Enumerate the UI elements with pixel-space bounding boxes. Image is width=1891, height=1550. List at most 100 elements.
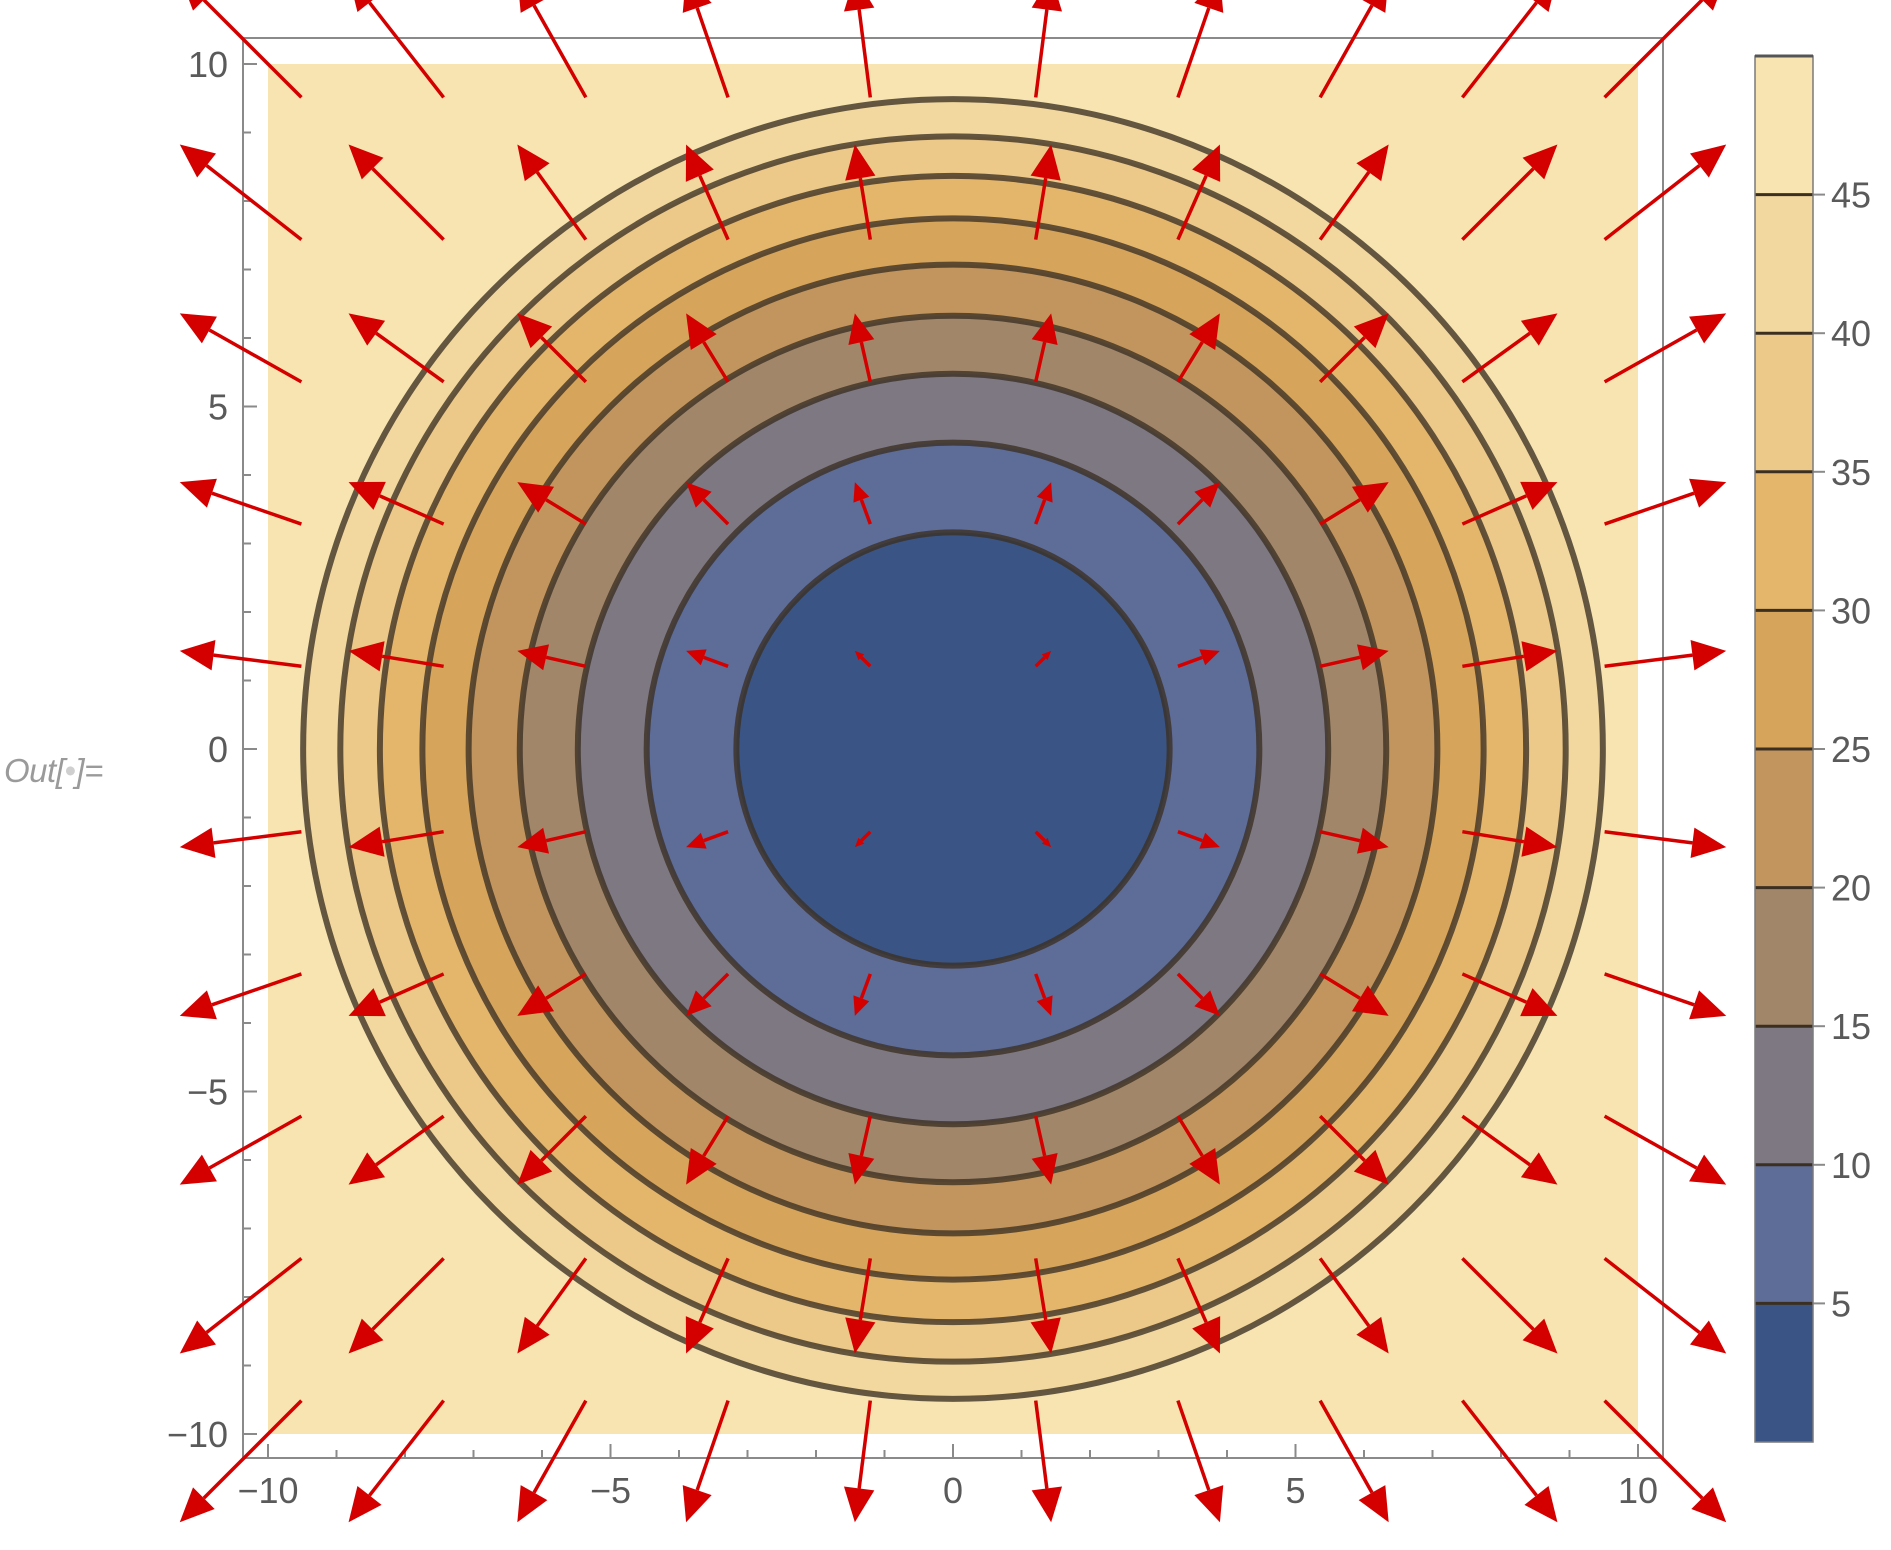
vector-arrow [179,313,303,384]
vector-arrow [517,313,588,384]
legend-tick-label: 40 [1831,313,1871,354]
legend-swatch [1755,194,1813,334]
vector-arrow [1461,1114,1558,1185]
vector-arrow [1461,972,1558,1017]
y-tick-label: −10 [167,1414,228,1455]
vector-arrow [1604,827,1727,859]
contour-line-25 [465,261,1441,1237]
vector-arrow [354,0,446,99]
out-cell-label: Out[•]= [4,752,103,790]
out-marker: • [64,752,76,789]
vector-field [179,0,1727,1523]
vector-arrow [682,1400,730,1523]
vector-arrow [179,827,302,859]
vector-arrow [843,0,875,98]
vector-arrow [686,649,729,668]
vector-arrow [1031,1115,1058,1185]
contour-line-30 [419,215,1487,1283]
contour-line-40 [337,133,1569,1365]
vector-arrow [1604,478,1727,526]
vector-arrow [1604,639,1727,671]
contour-lines [300,96,1606,1402]
vector-arrow [1319,644,1389,671]
vector-arrow [348,641,444,672]
vector-arrow [517,1399,588,1523]
vector-arrow [1318,0,1387,99]
vector-arrow [853,973,872,1016]
vector-arrow [1461,1257,1558,1354]
vector-arrow [1176,482,1220,526]
legend-tick-label: 25 [1831,729,1871,770]
vector-arrow [519,0,588,99]
vector-arrow [348,1114,445,1185]
legend-swatch [1755,333,1813,472]
vector-arrow [854,830,872,848]
vector-arrow [1031,0,1063,98]
vector-arrow [845,1258,876,1354]
vector-arrow [1176,972,1220,1016]
legend-swatch [1755,56,1813,195]
vector-arrow [1604,972,1727,1020]
vector-arrow [179,478,302,526]
vector-arrow [1319,482,1389,526]
y-tick-label: 0 [208,729,228,770]
vector-arrow [1030,144,1061,240]
legend-swatch [1755,610,1813,749]
legend-swatch [1755,1303,1813,1442]
vector-arrow [348,972,445,1017]
vector-arrow [1461,144,1558,241]
vector-arrow [517,1114,588,1185]
vector-arrow [1603,1114,1727,1185]
vector-arrow [1176,313,1220,383]
vector-arrow [1319,827,1389,854]
vector-arrow [1603,144,1727,242]
vector-arrow [1034,482,1053,525]
vector-arrow [1034,650,1052,668]
out-suffix: ]= [75,752,103,789]
vector-arrow [1034,830,1052,848]
legend-tick-label: 35 [1831,452,1871,493]
vector-arrow [179,1114,303,1185]
contour-bands [268,64,1638,1434]
vector-arrow [179,144,303,242]
vector-arrow [686,482,730,526]
vector-arrow [1318,1257,1389,1354]
vector-arrow [1176,144,1221,241]
contour-line-35 [376,172,1530,1326]
vector-arrow [1462,826,1558,857]
vector-arrow [853,482,872,525]
vector-arrow [348,313,445,384]
vector-arrow [686,313,730,383]
vector-arrow [686,830,729,849]
vector-arrow [1176,0,1224,98]
vector-arrow [179,1399,303,1523]
vector-arrow [843,1400,875,1523]
vector-arrow [517,827,587,854]
band-5 [736,532,1170,966]
vector-arrow [348,144,445,241]
vector-arrow [179,1256,303,1354]
out-prefix: Out[ [4,752,65,789]
legend-swatch [1755,471,1813,611]
vector-arrow [1176,1115,1220,1185]
vector-arrow [1176,1400,1224,1523]
vector-arrow [854,650,872,668]
vector-arrow [686,1115,730,1185]
vector-arrow [1318,1114,1389,1185]
contour-line-5 [733,529,1173,969]
vector-arrow [1460,0,1552,99]
vector-arrow [517,1257,588,1354]
vector-arrow [1318,1399,1389,1523]
vector-arrow [1031,313,1058,383]
vector-arrow [686,972,730,1016]
vector-arrow [1176,1257,1221,1354]
vector-arrow [1319,972,1389,1016]
vector-arrow [179,972,302,1020]
axes: −10 −5 0 5 10 −10 −5 0 5 10 [167,44,1658,1511]
legend-tick-label: 15 [1831,1006,1871,1047]
legend-swatch [1755,1026,1813,1165]
contour-line-45 [300,96,1606,1402]
vector-arrow [1177,830,1220,849]
vector-arrow [1034,973,1053,1016]
